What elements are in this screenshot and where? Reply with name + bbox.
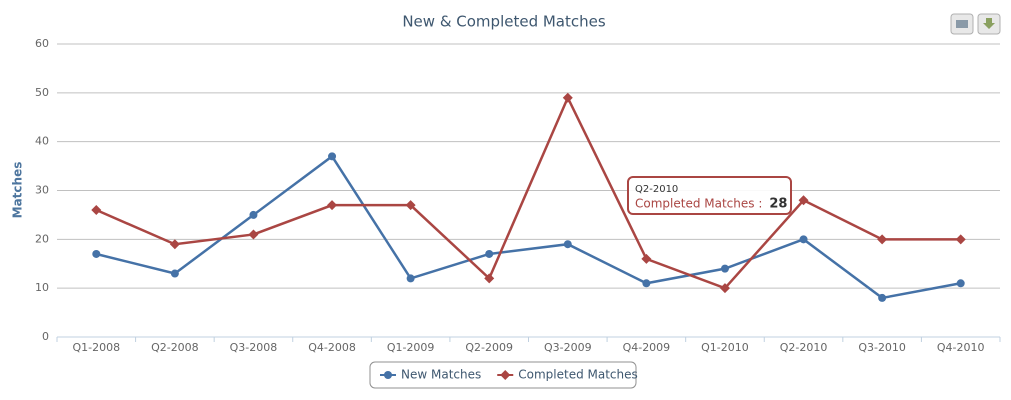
series-line bbox=[95, 154, 961, 300]
point bbox=[798, 195, 809, 206]
point bbox=[91, 205, 102, 216]
point bbox=[92, 249, 101, 258]
point bbox=[169, 239, 180, 250]
point bbox=[642, 279, 651, 288]
legend-label: Completed Matches bbox=[518, 368, 638, 382]
point bbox=[877, 234, 888, 245]
export-button[interactable] bbox=[977, 13, 1001, 35]
y-tick-label: 10 bbox=[35, 281, 49, 294]
point bbox=[328, 152, 337, 161]
point bbox=[485, 249, 494, 258]
tooltip-value: 28 bbox=[769, 197, 787, 212]
legend-marker bbox=[384, 371, 392, 379]
point bbox=[956, 279, 965, 288]
point bbox=[720, 264, 729, 273]
print-button[interactable] bbox=[950, 13, 974, 35]
point bbox=[878, 293, 887, 302]
point bbox=[955, 234, 966, 245]
x-tick-label: Q3-2010 bbox=[858, 341, 906, 354]
x-tick-label: Q2-2008 bbox=[151, 341, 199, 354]
point bbox=[170, 269, 179, 278]
tooltip-title: Q2-2010 bbox=[635, 184, 678, 195]
y-tick-label: 40 bbox=[35, 135, 49, 148]
legend-marker bbox=[500, 370, 511, 380]
y-tick-label: 30 bbox=[35, 184, 49, 197]
y-tick-label: 60 bbox=[35, 37, 49, 50]
x-tick-label: Q1-2009 bbox=[387, 341, 435, 354]
point bbox=[484, 273, 495, 284]
x-tick-label: Q4-2008 bbox=[308, 341, 356, 354]
point bbox=[562, 92, 573, 103]
point bbox=[799, 235, 808, 244]
tooltip: Q2-2010 Completed Matches : 28 bbox=[627, 176, 792, 215]
point bbox=[563, 240, 572, 249]
point bbox=[719, 283, 730, 294]
point bbox=[327, 200, 338, 211]
x-tick-label: Q3-2009 bbox=[544, 341, 592, 354]
point bbox=[249, 210, 258, 219]
point bbox=[248, 229, 259, 240]
point bbox=[405, 200, 416, 211]
y-tick-label: 0 bbox=[42, 330, 49, 343]
y-axis-label: Matches bbox=[11, 162, 25, 219]
x-tick-label: Q4-2009 bbox=[623, 341, 671, 354]
x-tick-label: Q2-2010 bbox=[780, 341, 828, 354]
legend-label: New Matches bbox=[401, 368, 481, 382]
x-tick-label: Q1-2010 bbox=[701, 341, 749, 354]
tooltip-box bbox=[627, 176, 792, 215]
point bbox=[641, 253, 652, 264]
tooltip-label: Completed Matches : bbox=[635, 197, 762, 211]
legend: New Matches Completed Matches bbox=[369, 361, 638, 389]
x-tick-label: Q1-2008 bbox=[72, 341, 120, 354]
x-tick-label: Q4-2010 bbox=[937, 341, 985, 354]
series-line bbox=[95, 94, 961, 290]
point bbox=[406, 274, 415, 283]
y-tick-label: 50 bbox=[35, 86, 49, 99]
x-tick-label: Q3-2008 bbox=[230, 341, 278, 354]
chart-title: New & Completed Matches bbox=[402, 13, 606, 31]
y-tick-label: 20 bbox=[35, 232, 49, 245]
x-tick-label: Q2-2009 bbox=[465, 341, 513, 354]
